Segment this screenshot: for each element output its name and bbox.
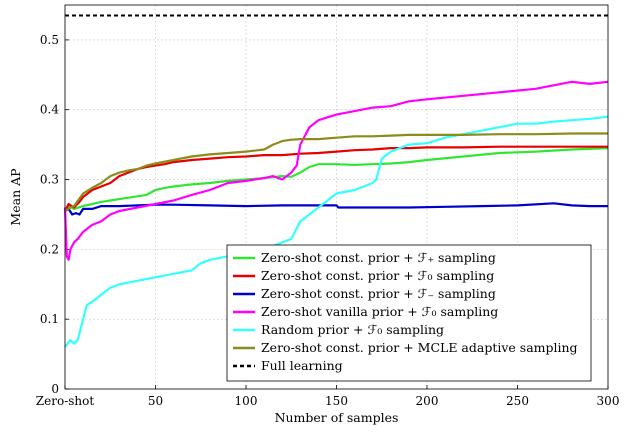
legend-label: Full learning [261,358,343,373]
y-tick-label: 0.4 [40,103,59,117]
legend-label: Zero-shot const. prior + ℱ₀ sampling [261,268,494,283]
y-tick-label: 0.5 [40,33,59,47]
legend-label: Zero-shot const. prior + ℱ₋ sampling [261,286,496,301]
x-tick-label: 150 [325,394,348,408]
x-tick-label: 300 [597,394,620,408]
plot-frame [64,4,609,390]
x-tick-label: 250 [506,394,529,408]
x-axis-label: Number of samples [275,410,399,425]
series-line-2 [64,202,608,216]
x-tick-label: 100 [235,394,258,408]
series-line-1 [64,145,608,212]
x-tick-label: Zero-shot [36,394,95,408]
legend: Zero-shot const. prior + ℱ₊ sampling Zero… [226,244,592,382]
legend-label: Zero-shot vanilla prior + ℱ₀ sampling [261,304,498,319]
x-tick-label: 50 [148,394,163,408]
legend-label: Zero-shot const. prior + ℱ₊ sampling [261,250,496,265]
x-tick-label: 200 [416,394,439,408]
legend-label: Zero-shot const. prior + MCLE adaptive s… [261,340,578,355]
series-line-4 [64,115,609,348]
series-lines [63,14,609,348]
series-line-5 [64,132,608,212]
series-line-0 [64,147,609,212]
legend-label: Random prior + ℱ₀ sampling [261,322,444,337]
y-tick-label: 0.1 [40,312,59,326]
axis-ticks: Zero-shot 50 100 150 200 250 300 0 0.1 0.2 0.3 0.4 0… [36,33,620,408]
legend-box [226,244,592,382]
y-tick-label: 0.3 [40,173,59,187]
y-tick-label: 0 [51,382,59,396]
series-line-3 [63,80,609,261]
y-axis-label: Mean AP [8,168,23,225]
y-tick-label: 0.2 [40,242,59,256]
